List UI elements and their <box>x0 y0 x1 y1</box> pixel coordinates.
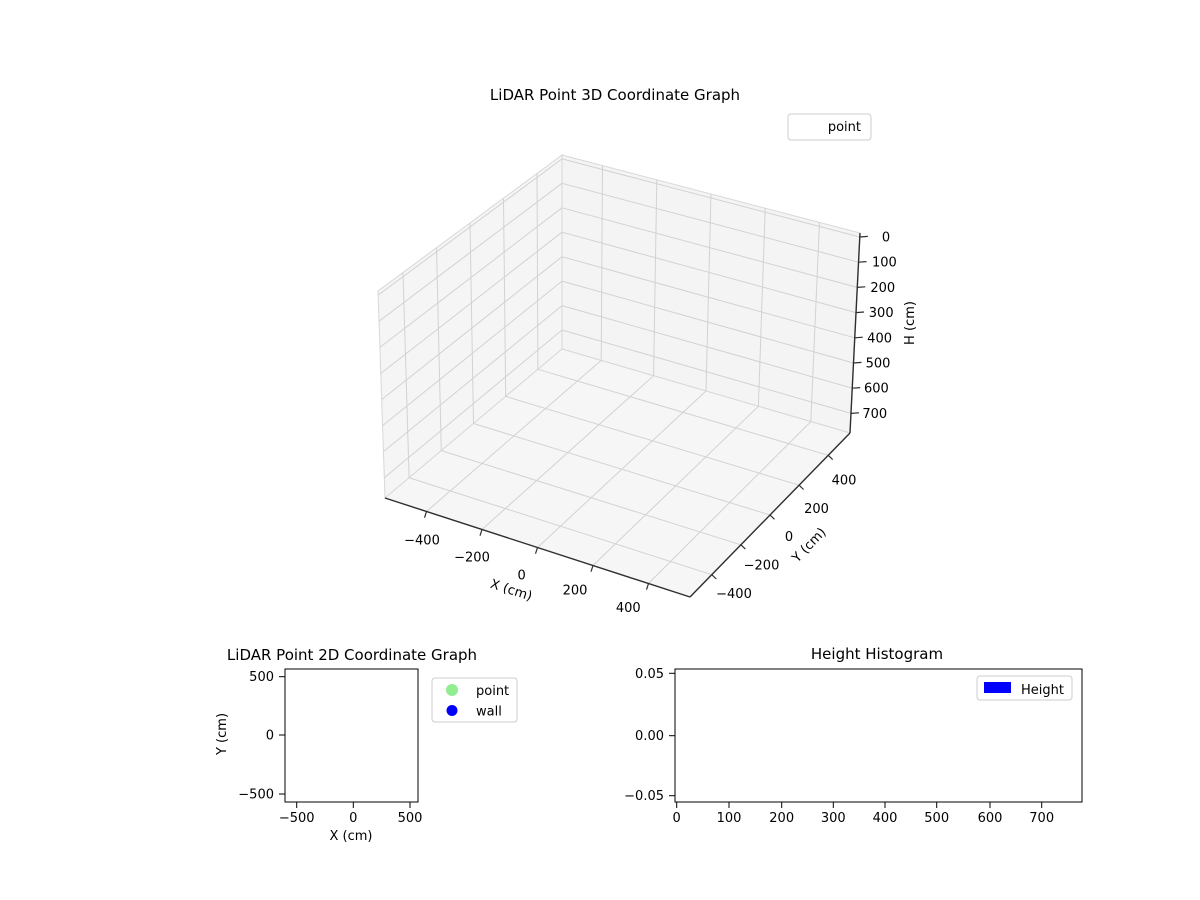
x-ticks-3d <box>423 511 650 590</box>
x-tick-labels-hist: 0 100 200 300 400 500 600 700 <box>673 811 1055 826</box>
x-tick-label: 500 <box>398 811 423 826</box>
grid-y-lines <box>402 173 829 576</box>
y-tick-label: 400 <box>832 473 857 488</box>
legend-histogram: Height <box>976 675 1073 701</box>
x-tick-label: −200 <box>454 551 490 566</box>
y-tick-labels-3d: 400 200 0 −200 −400 <box>716 473 856 602</box>
z-tick-label: 700 <box>862 407 887 422</box>
y-tick-label: 0 <box>785 530 793 545</box>
y-tick-label: −400 <box>716 587 752 602</box>
y-ticks-2d <box>279 676 285 795</box>
z-tick-label: 500 <box>866 357 891 372</box>
y-tick-label: 0 <box>266 729 274 744</box>
z-tick-label: 300 <box>869 306 894 321</box>
plot-2d-title: LiDAR Point 2D Coordinate Graph <box>227 646 477 664</box>
y-tick-label: −500 <box>238 788 274 803</box>
x-tick-label: 400 <box>616 601 641 616</box>
x-tick-label: 400 <box>873 811 898 826</box>
y-ticks-hist <box>669 672 675 797</box>
y-axis-label-2d: Y (cm) <box>215 713 230 756</box>
y-ticks-3d <box>711 454 834 580</box>
y-tick-labels-hist: 0.05 0.00 −0.05 <box>624 667 664 804</box>
x-tick-label: 0 <box>349 811 357 826</box>
x-tick-labels-2d: −500 0 500 <box>279 811 423 826</box>
z-axis-label-3d: H (cm) <box>903 301 918 345</box>
plot-2d-axes-box <box>284 668 419 803</box>
plot-histogram: Height Histogram 0.05 0.00 −0.05 0 100 2… <box>624 645 1083 826</box>
legend-3d: point <box>787 113 872 141</box>
y-axis-label-3d: Y (cm) <box>789 525 830 566</box>
y-tick-labels-2d: 500 0 −500 <box>238 670 274 802</box>
x-tick-label: 700 <box>1029 811 1054 826</box>
legend-3d-label-point: point <box>828 120 861 135</box>
x-tick-label: 300 <box>821 811 846 826</box>
x-tick-label: 200 <box>769 811 794 826</box>
z-tick-label: 0 <box>882 231 890 246</box>
x-tick-label: 600 <box>978 811 1003 826</box>
legend-marker-point <box>446 684 458 696</box>
x-tick-label: 0 <box>518 569 526 584</box>
legend-marker-wall <box>446 705 458 716</box>
y-tick-label: −200 <box>744 559 780 574</box>
x-ticks-hist <box>676 802 1043 808</box>
z-tick-label: 200 <box>870 281 895 296</box>
plot-2d: LiDAR Point 2D Coordinate Graph 500 0 −5… <box>215 646 518 844</box>
legend-2d-label-wall: wall <box>476 705 502 720</box>
y-tick-label: 0.05 <box>635 667 664 682</box>
z-tick-label: 600 <box>864 382 889 397</box>
x-axis-label-2d: X (cm) <box>330 829 373 844</box>
legend-2d-label-point: point <box>476 684 509 699</box>
x-tick-label: −500 <box>279 811 315 826</box>
x-tick-label: 100 <box>717 811 742 826</box>
x-tick-label: 0 <box>673 811 681 826</box>
histogram-title: Height Histogram <box>811 645 943 663</box>
z-axis-line-3d <box>849 232 861 434</box>
z-tick-label: 400 <box>867 331 892 346</box>
legend-2d: point wall <box>431 677 518 723</box>
x-axis-label-3d: X (cm) <box>488 577 534 605</box>
y-tick-label: 500 <box>249 670 274 685</box>
plot-3d: LiDAR Point 3D Coordinate Graph <box>377 86 918 616</box>
z-ticks-3d <box>850 235 868 414</box>
plot-3d-title: LiDAR Point 3D Coordinate Graph <box>490 86 740 104</box>
legend-swatch-height <box>984 682 1011 693</box>
legend-3d-box <box>787 113 872 141</box>
grid-x-lines <box>426 165 820 584</box>
x-ticks-2d <box>296 802 411 808</box>
x-tick-labels-3d: −400 −200 0 200 400 <box>404 534 641 616</box>
x-tick-label: 200 <box>563 584 588 599</box>
z-tick-label: 100 <box>872 256 897 271</box>
x-tick-label: 500 <box>924 811 949 826</box>
y-tick-label: 200 <box>804 502 829 517</box>
y-tick-label: −0.05 <box>624 789 664 804</box>
z-tick-labels-3d: 0 100 200 300 400 500 600 700 <box>862 231 896 422</box>
x-tick-label: −400 <box>404 534 440 549</box>
legend-histogram-label-height: Height <box>1021 683 1064 698</box>
y-tick-label: 0.00 <box>635 729 664 744</box>
